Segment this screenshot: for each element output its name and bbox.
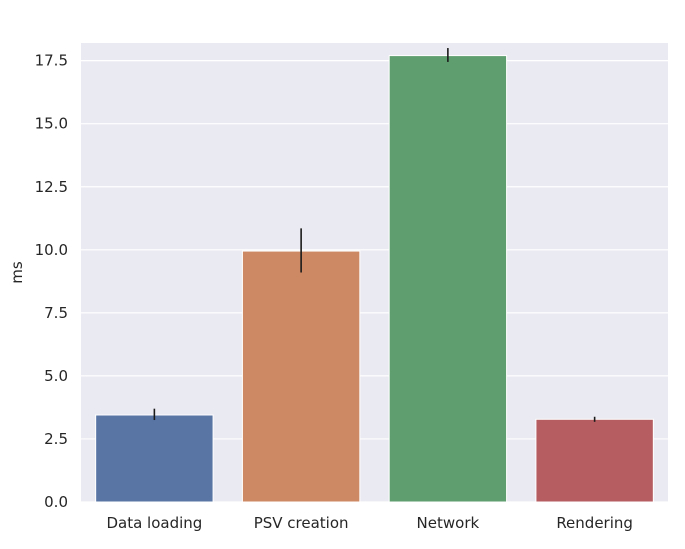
x-tick-label: Rendering: [556, 514, 633, 532]
bar-rendering: [535, 418, 654, 503]
bars: [95, 55, 654, 503]
bar-data-loading: [95, 414, 214, 503]
bar-network: [388, 55, 508, 503]
y-tick-labels: 0.0 2.5 5.0 7.5 10.0 12.5 15.0 17.5: [35, 52, 68, 511]
x-tick-label: Network: [417, 514, 480, 532]
y-tick-label: 10.0: [35, 241, 68, 259]
y-tick-label: 2.5: [44, 430, 68, 448]
x-tick-labels: Data loading PSV creation Network Rendering: [106, 514, 632, 532]
y-tick-label: 12.5: [35, 178, 68, 196]
y-tick-label: 17.5: [35, 52, 68, 70]
y-axis-label: ms: [8, 261, 26, 284]
y-tick-label: 0.0: [44, 493, 68, 511]
x-tick-label: Data loading: [106, 514, 202, 532]
y-tick-label: 5.0: [44, 367, 68, 385]
y-tick-label: 15.0: [35, 115, 68, 133]
x-tick-label: PSV creation: [254, 514, 349, 532]
bar-psv-creation: [241, 250, 361, 503]
error-bars: [153, 48, 596, 422]
y-tick-label: 7.5: [44, 304, 68, 322]
